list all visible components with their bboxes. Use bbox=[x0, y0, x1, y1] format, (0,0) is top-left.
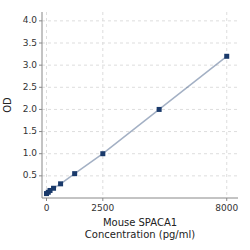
y-axis-label: OD bbox=[2, 97, 13, 113]
y-tick-label: 3.5 bbox=[23, 38, 37, 48]
x-axis-line bbox=[42, 198, 238, 199]
grid-line bbox=[42, 65, 238, 66]
y-tick-label: 1.5 bbox=[23, 126, 37, 136]
grid-line bbox=[226, 12, 227, 198]
grid-line bbox=[102, 12, 103, 198]
grid-line bbox=[42, 43, 238, 44]
data-point bbox=[51, 186, 56, 191]
data-point bbox=[157, 107, 162, 112]
y-tick-label: 1.0 bbox=[23, 148, 38, 158]
y-tick-label: 2.5 bbox=[23, 82, 37, 92]
y-tick-label: 2.0 bbox=[23, 104, 38, 114]
x-tick-label: 0 bbox=[44, 203, 50, 213]
data-point bbox=[72, 171, 77, 176]
grid bbox=[42, 12, 238, 198]
x-tick-label: 8000 bbox=[215, 203, 238, 213]
x-axis-label: Mouse SPACA1Concentration (pg/ml) bbox=[85, 217, 195, 240]
y-tick-label: 3.0 bbox=[23, 60, 38, 70]
grid-line bbox=[42, 131, 238, 132]
y-tick-label: 0.5 bbox=[23, 170, 37, 180]
x-axis-label-line: Concentration (pg/ml) bbox=[85, 229, 195, 240]
x-tick-label: 2500 bbox=[91, 203, 114, 213]
x-axis-label-line: Mouse SPACA1 bbox=[103, 217, 177, 228]
grid-line bbox=[46, 12, 47, 198]
y-tick-label: 4.0 bbox=[23, 15, 38, 25]
data-line bbox=[47, 56, 227, 193]
tick-labels: 0.5 1.0 1.5 2.0 2.5 3.0 3.5 4.0 0 2500 8000 bbox=[23, 15, 239, 213]
axes bbox=[39, 12, 238, 201]
data-point bbox=[224, 54, 229, 59]
grid-line bbox=[42, 109, 238, 110]
grid-line bbox=[42, 87, 238, 88]
plot-area bbox=[44, 54, 229, 196]
grid-line bbox=[42, 153, 238, 154]
data-point bbox=[100, 151, 105, 156]
grid-line bbox=[42, 20, 238, 21]
data-point bbox=[58, 181, 63, 186]
chart: 0.5 1.0 1.5 2.0 2.5 3.0 3.5 4.0 0 2500 8000 Mouse S… bbox=[0, 0, 250, 250]
y-axis-line bbox=[42, 12, 43, 198]
